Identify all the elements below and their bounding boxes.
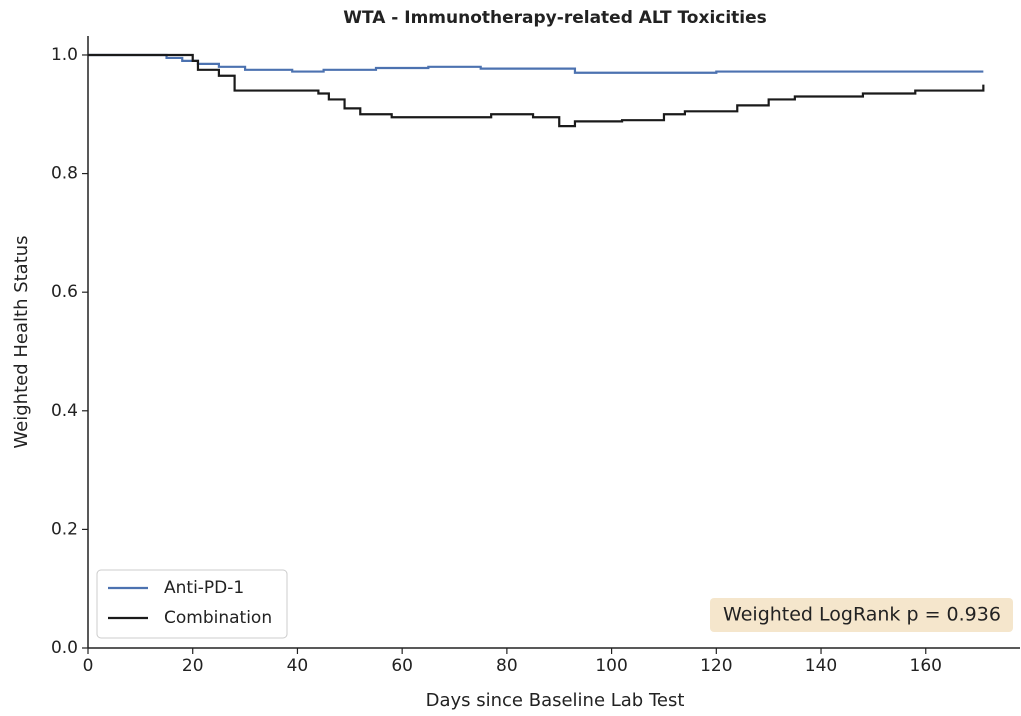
y-tick-label: 0.6 xyxy=(51,282,78,302)
y-tick-label: 1.0 xyxy=(51,45,78,65)
y-tick-label: 0.8 xyxy=(51,164,78,184)
x-tick-label: 120 xyxy=(700,656,732,676)
x-tick-label: 20 xyxy=(182,656,204,676)
x-tick-label: 160 xyxy=(910,656,942,676)
annotation-box xyxy=(710,598,1013,632)
x-tick-label: 80 xyxy=(496,656,518,676)
survival-line xyxy=(88,53,985,128)
y-tick-label: 0.2 xyxy=(51,519,78,539)
survival-line xyxy=(88,53,984,74)
legend-label: Anti-PD-1 xyxy=(164,578,244,598)
y-tick-label: 0.4 xyxy=(51,401,78,421)
x-axis-label: Days since Baseline Lab Test xyxy=(426,690,685,711)
y-axis-label: Weighted Health Status xyxy=(11,235,32,448)
x-tick-label: 60 xyxy=(391,656,413,676)
x-tick-label: 40 xyxy=(287,656,309,676)
x-tick-label: 100 xyxy=(595,656,627,676)
x-tick-label: 140 xyxy=(805,656,837,676)
annotation: Weighted LogRank p = 0.936 xyxy=(723,604,1001,626)
y-tick-label: 0.0 xyxy=(51,638,78,658)
chart-title: WTA - Immunotherapy-related ALT Toxiciti… xyxy=(343,8,767,28)
legend-label: Combination xyxy=(164,608,272,628)
x-tick-label: 0 xyxy=(83,656,94,676)
